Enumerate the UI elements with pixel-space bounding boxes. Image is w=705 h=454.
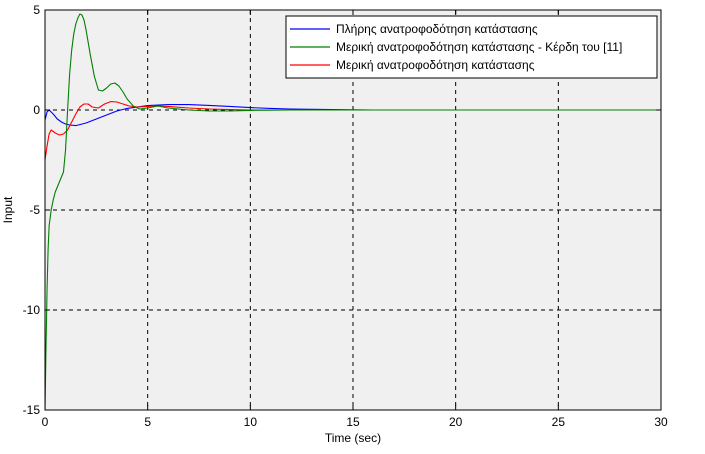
series-line-2: [44, 101, 661, 161]
legend-item-partial-feedback: Μερική ανατροφοδότηση κατάστασης: [290, 58, 535, 72]
x-tick-label: 20: [449, 415, 463, 429]
x-tick-label: 25: [552, 415, 566, 429]
legend: Πλήρης ανατροφοδότηση κατάστασης Μερική …: [285, 15, 658, 79]
x-tick-label: 30: [654, 415, 668, 429]
y-tick-label: -5: [29, 203, 40, 217]
x-tick-label: 10: [244, 415, 258, 429]
legend-label: Μερική ανατροφοδότηση κατάστασης: [336, 58, 535, 72]
y-tick-label: -10: [23, 303, 41, 317]
series-layer: [44, 13, 661, 411]
y-tick-label: -15: [23, 403, 41, 417]
legend-box: [285, 15, 658, 79]
legend-item-partial-feedback-ref11: Μερική ανατροφοδότηση κατάστασης - Κέρδη…: [290, 40, 622, 54]
x-axis-label: Time (sec): [325, 431, 381, 445]
x-tick-label: 0: [42, 415, 49, 429]
y-tick-label: 5: [33, 3, 40, 17]
x-tick-label: 5: [144, 415, 151, 429]
y-tick-label: 0: [33, 103, 40, 117]
series-line-0: [44, 104, 661, 127]
ticks: 0 5 10 15 20 25 30 -15 -10 -5 0 5: [23, 3, 668, 429]
x-tick-label: 15: [346, 415, 360, 429]
legend-label: Μερική ανατροφοδότηση κατάστασης - Κέρδη…: [336, 40, 622, 54]
legend-label: Πλήρης ανατροφοδότηση κατάστασης: [336, 22, 538, 36]
y-axis-label: Input: [1, 196, 15, 223]
legend-item-full-feedback: Πλήρης ανατροφοδότηση κατάστασης: [290, 22, 538, 36]
series-line-1: [44, 13, 661, 411]
